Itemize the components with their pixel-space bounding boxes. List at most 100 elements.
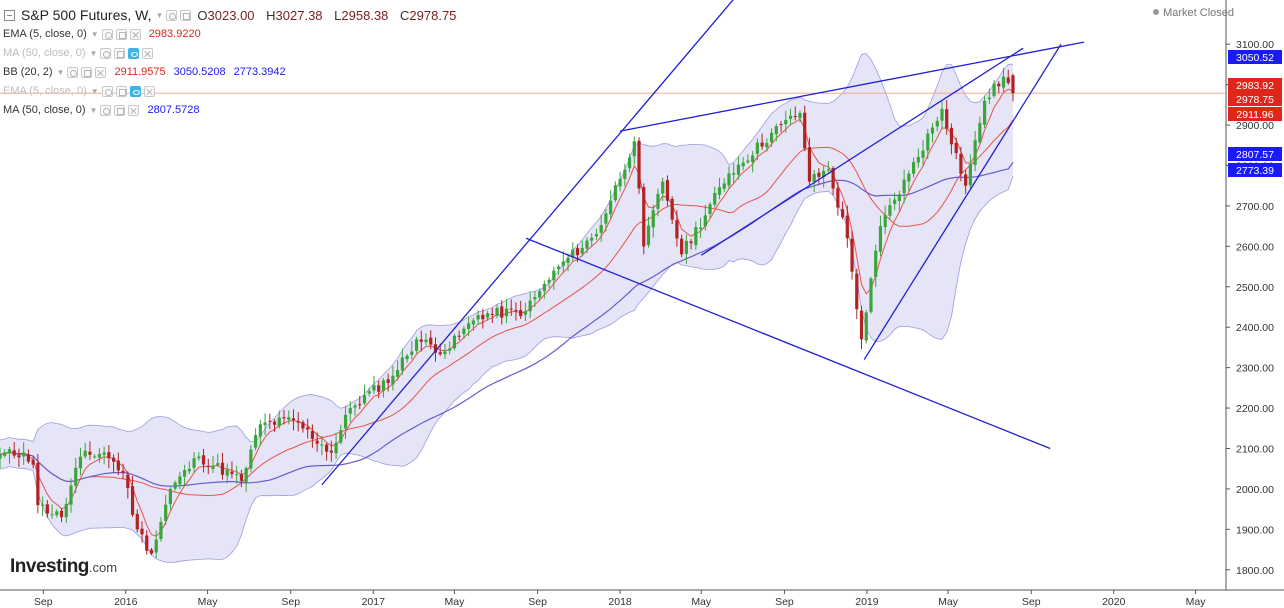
indicator-row[interactable]: EMA (5, close, 0) ▼: [0, 82, 155, 100]
format-icon[interactable]: [115, 85, 127, 97]
candle-body: [642, 187, 646, 247]
chevron-down-icon[interactable]: ▼: [90, 29, 99, 39]
ohlc-readout: O3023.00 H3027.38 L2958.38 C2978.75: [197, 7, 457, 23]
candle-body: [107, 452, 111, 459]
candle-body: [651, 210, 655, 228]
indicator-row[interactable]: MA (50, close, 0) ▼: [0, 44, 154, 62]
indicator-row[interactable]: MA (50, close, 0) ▼ 2807.5728: [0, 101, 199, 119]
candle-body: [926, 133, 930, 151]
candle-body: [230, 471, 234, 474]
candle-body: [911, 162, 916, 174]
candle-body: [902, 179, 906, 194]
price-tag: [1228, 147, 1282, 161]
x-tick-label: 2017: [362, 596, 386, 608]
candle-body: [372, 385, 376, 391]
candle-body: [949, 127, 954, 145]
candle-body: [17, 455, 21, 458]
indicator-label: EMA (5, close, 0): [3, 28, 87, 40]
format-icon[interactable]: [114, 104, 126, 116]
candle-body: [618, 178, 622, 187]
candle-body: [121, 470, 125, 473]
candle-body: [154, 539, 158, 553]
candle-body: [414, 339, 419, 351]
candle-body: [561, 261, 565, 266]
candle-body: [287, 417, 291, 420]
price-tag-label: 2911.96: [1236, 109, 1273, 121]
candle-body: [235, 474, 239, 476]
candle-body: [168, 488, 173, 505]
candle-body: [112, 457, 116, 462]
chevron-down-icon[interactable]: ▼: [89, 105, 98, 115]
candle-body: [3, 452, 7, 456]
format-icon[interactable]: [114, 47, 126, 59]
candle-body: [481, 314, 485, 320]
candle-body: [457, 335, 461, 337]
candle-body: [159, 521, 163, 539]
chevron-down-icon[interactable]: ▼: [89, 48, 98, 58]
chevron-down-icon[interactable]: ▼: [90, 86, 99, 96]
format-icon[interactable]: [115, 28, 127, 40]
candle-body: [291, 418, 296, 421]
chevron-down-icon[interactable]: ▼: [56, 67, 65, 77]
candle-body: [694, 227, 698, 246]
indicator-row[interactable]: BB (20, 2) ▼ 2911.9575 3050.5208 2773.3942: [0, 63, 286, 81]
candle-body: [239, 474, 244, 481]
candle-body: [817, 172, 821, 177]
visibility-icon[interactable]: [128, 47, 140, 59]
candle-body: [959, 153, 963, 174]
candle-body: [249, 449, 253, 469]
candle-body: [59, 510, 64, 518]
candle-body: [504, 308, 509, 317]
candle-body: [377, 385, 381, 392]
settings-icon[interactable]: [67, 66, 79, 78]
settings-icon[interactable]: [100, 104, 112, 116]
y-tick-label: 2600.00: [1236, 241, 1274, 253]
candle-body: [254, 435, 258, 448]
close-icon[interactable]: [143, 85, 155, 97]
trend-line: [700, 47, 1024, 256]
candle-body: [258, 424, 262, 437]
x-tick-label: 2018: [608, 596, 632, 608]
format-icon[interactable]: [180, 9, 192, 21]
open-value: 3023.00: [207, 7, 255, 23]
collapse-icon[interactable]: [4, 9, 15, 21]
settings-icon[interactable]: [101, 28, 113, 40]
settings-icon[interactable]: [166, 9, 178, 21]
x-tick-label: 2019: [855, 596, 879, 608]
format-icon[interactable]: [81, 66, 93, 78]
price-tag: [1228, 107, 1282, 121]
candle-body: [45, 504, 49, 514]
price-tag: [1228, 163, 1282, 177]
candle-body: [410, 351, 414, 355]
visibility-icon[interactable]: [129, 85, 141, 97]
candle-body: [874, 250, 878, 277]
close-icon[interactable]: [142, 47, 154, 59]
close-icon[interactable]: [95, 66, 107, 78]
candle-body: [893, 199, 897, 204]
close-icon[interactable]: [128, 104, 140, 116]
candle-body: [367, 391, 371, 394]
close-icon[interactable]: [129, 28, 141, 40]
candle-body: [183, 470, 187, 477]
candle-body: [751, 155, 755, 163]
settings-icon[interactable]: [101, 85, 113, 97]
candle-body: [661, 181, 665, 194]
indicator-row[interactable]: EMA (5, close, 0) ▼ 2983.9220: [0, 25, 201, 43]
chevron-down-icon[interactable]: ▼: [155, 10, 164, 20]
candle-body: [538, 291, 542, 298]
candle-body: [566, 257, 570, 263]
candle-body: [55, 511, 59, 516]
settings-icon[interactable]: [100, 47, 112, 59]
candle-body: [325, 444, 329, 452]
candle-body: [897, 194, 901, 201]
candle-body: [69, 485, 73, 505]
candle-body: [405, 355, 409, 360]
candle-body: [907, 173, 911, 182]
candle-body: [452, 335, 457, 349]
candle-body: [982, 100, 987, 125]
trend-line: [525, 237, 1051, 450]
candle-body: [798, 112, 802, 119]
candle-body: [310, 431, 315, 439]
candle-body: [277, 417, 281, 427]
